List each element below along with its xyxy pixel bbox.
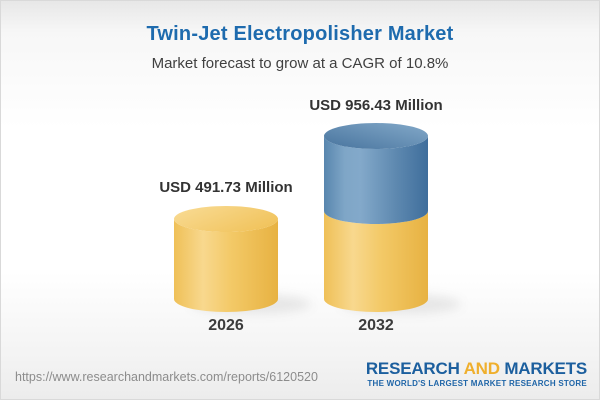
axis-label-2026: 2026	[208, 317, 244, 334]
research-and-markets-logo: RESEARCH AND MARKETS THE WORLD'S LARGEST…	[366, 360, 587, 388]
page-subtitle: Market forecast to grow at a CAGR of 10.…	[151, 55, 449, 72]
logo-word-and: AND	[463, 359, 500, 378]
report-url: https://www.researchandmarkets.com/repor…	[15, 370, 318, 384]
cylinder-bar-2032	[324, 123, 428, 312]
logo-word-markets: MARKETS	[504, 359, 587, 378]
bar-segment-blue-growth	[324, 136, 428, 224]
page-title: Twin-Jet Electropolisher Market	[146, 23, 454, 45]
bar-value-label-2032: USD 956.43 Million	[309, 97, 443, 114]
axis-label-2032: 2032	[358, 317, 394, 334]
bar-segment-gold-base	[324, 211, 428, 312]
logo-word-research: RESEARCH	[365, 359, 460, 378]
logo-wordmark: RESEARCH AND MARKETS	[366, 360, 587, 377]
logo-tagline: THE WORLD'S LARGEST MARKET RESEARCH STOR…	[367, 379, 587, 388]
bar-value-label-2026: USD 491.73 Million	[159, 179, 293, 196]
cylinder-bar-2026	[174, 206, 278, 312]
